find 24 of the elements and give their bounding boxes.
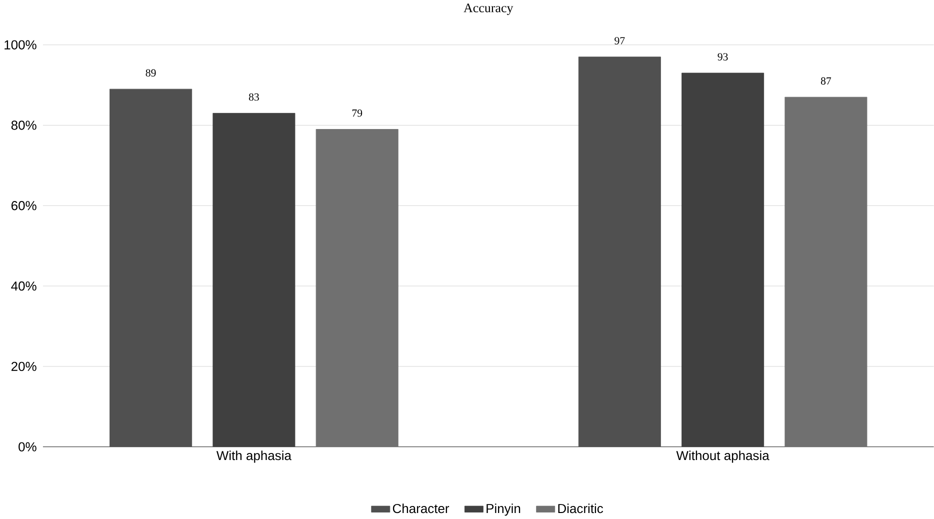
- data-label: 79: [352, 109, 362, 117]
- data-label: 97: [614, 37, 625, 44]
- bar: [578, 56, 661, 448]
- data-label: 87: [820, 77, 832, 85]
- data-label: 83: [248, 93, 259, 101]
- y-tick-label: 80%: [11, 120, 36, 130]
- chart-title: Accuracy: [464, 4, 514, 15]
- legend-label: Character: [392, 504, 450, 514]
- bar: [682, 72, 764, 448]
- bar: [212, 112, 296, 448]
- legend-label: Pinyin: [486, 504, 520, 516]
- x-tick-label: With aphasia: [216, 450, 292, 463]
- x-tick-label: Without aphasia: [676, 450, 770, 463]
- data-label: 89: [146, 69, 156, 77]
- y-tick-label: 100%: [4, 40, 36, 50]
- bar: [784, 96, 868, 448]
- y-tick-label: 0%: [18, 442, 36, 452]
- bar: [110, 88, 192, 448]
- data-label: 93: [718, 53, 728, 60]
- y-tick-label: 60%: [12, 201, 36, 210]
- legend-label: Diacritic: [558, 504, 604, 514]
- y-tick-label: 40%: [11, 281, 36, 291]
- bar: [316, 129, 398, 448]
- y-tick-label: 20%: [11, 362, 36, 372]
